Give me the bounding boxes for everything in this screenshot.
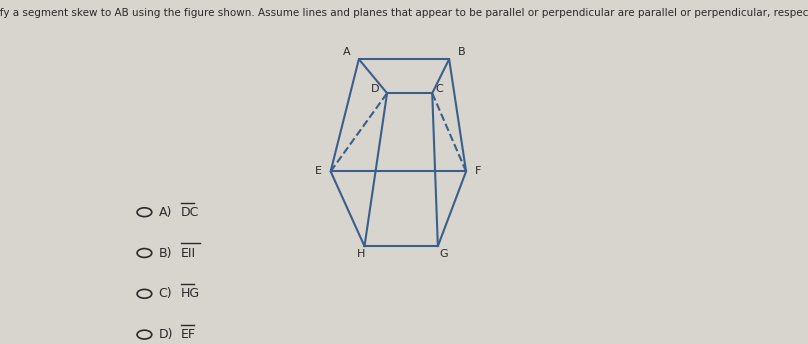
Text: HG: HG — [181, 287, 200, 300]
Text: A: A — [343, 47, 350, 57]
Text: E: E — [315, 166, 322, 176]
Text: D: D — [370, 85, 379, 95]
Text: H: H — [356, 249, 365, 259]
Text: C: C — [436, 85, 444, 95]
Text: F: F — [475, 166, 482, 176]
Text: G: G — [440, 249, 448, 259]
Text: DC: DC — [181, 206, 200, 219]
Text: B: B — [458, 47, 465, 57]
Text: EF: EF — [181, 328, 196, 341]
Text: D): D) — [158, 328, 173, 341]
Text: Identify a segment skew to AB using the figure shown. Assume lines and planes th: Identify a segment skew to AB using the … — [0, 8, 808, 18]
Text: B): B) — [158, 247, 172, 259]
Text: A): A) — [158, 206, 172, 219]
Text: C): C) — [158, 287, 172, 300]
Text: EII: EII — [181, 247, 196, 259]
